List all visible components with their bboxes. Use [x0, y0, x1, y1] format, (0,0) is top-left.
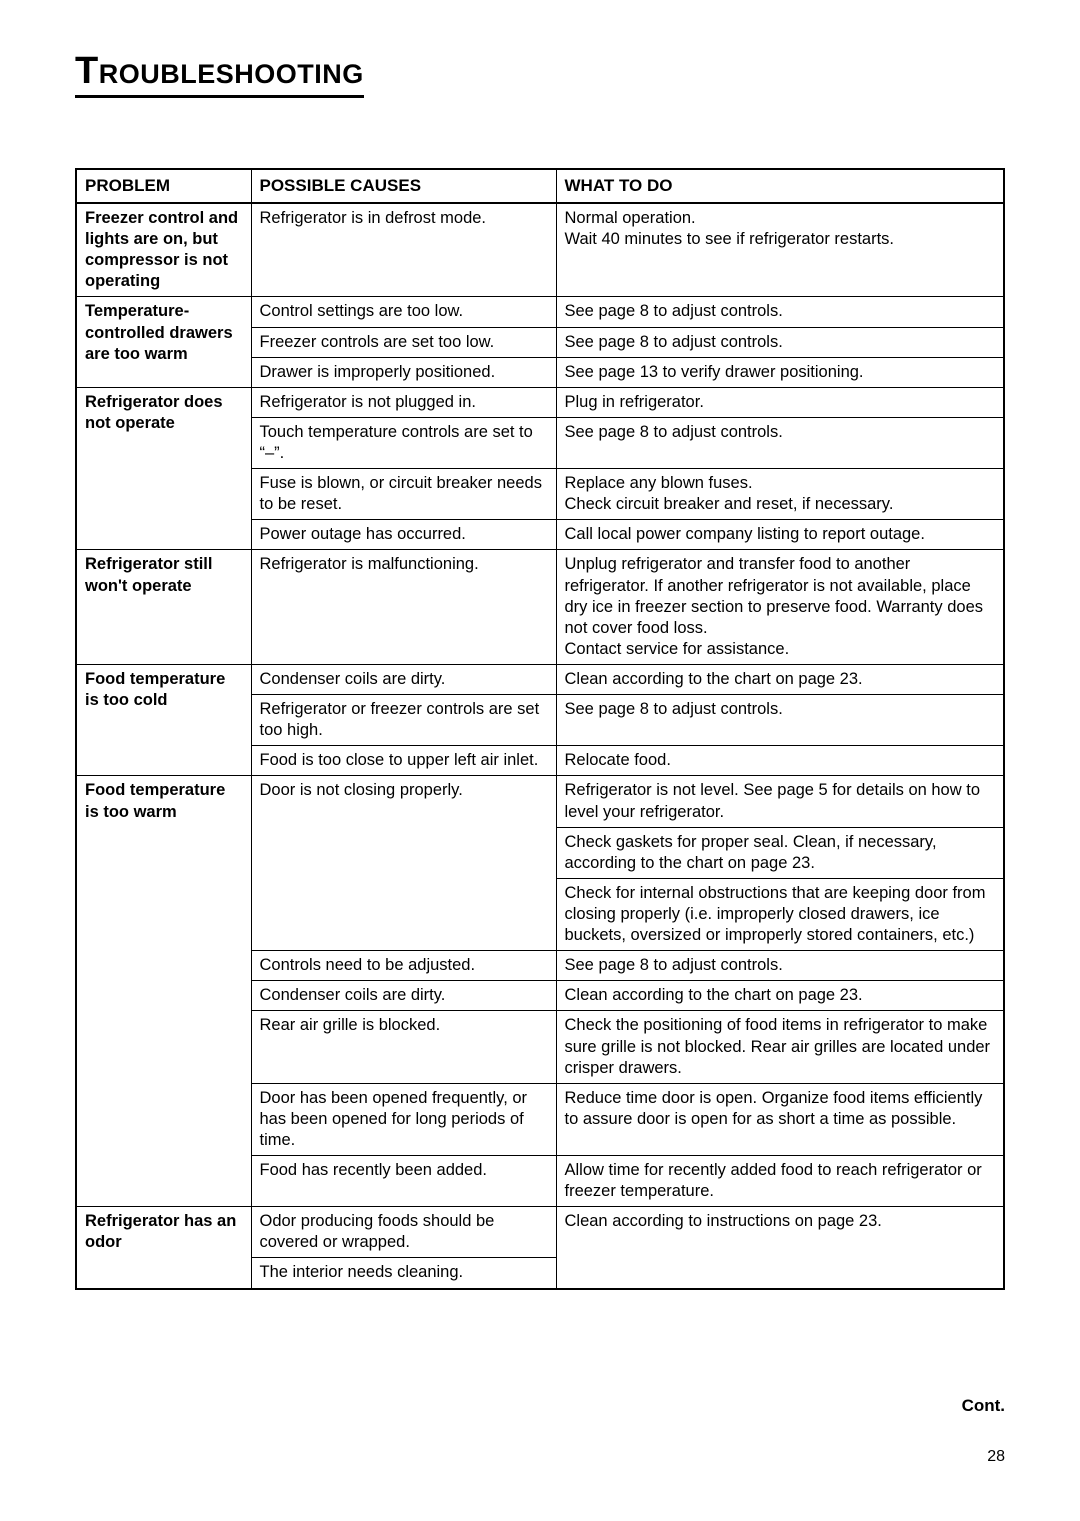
cause-cell: Food has recently been added. [251, 1156, 556, 1207]
cause-cell: Refrigerator or freezer controls are set… [251, 695, 556, 746]
cause-cell: Drawer is improperly positioned. [251, 357, 556, 387]
problem-cell: Freezer control and lights are on, but c… [76, 203, 251, 297]
whattodo-cell: Normal operation.Wait 40 minutes to see … [556, 203, 1004, 297]
table-row: Refrigerator still won't operateRefriger… [76, 550, 1004, 665]
header-causes: POSSIBLE CAUSES [251, 169, 556, 203]
cause-cell: The interior needs cleaning. [251, 1258, 556, 1289]
page-number: 28 [987, 1448, 1005, 1466]
cause-cell: Fuse is blown, or circuit breaker needs … [251, 469, 556, 520]
cause-cell: Refrigerator is malfunctioning. [251, 550, 556, 665]
whattodo-cell: See page 8 to adjust controls. [556, 297, 1004, 327]
problem-cell: Refrigerator does not operate [76, 387, 251, 550]
whattodo-cell: Clean according to instructions on page … [556, 1207, 1004, 1289]
cause-cell: Odor producing foods should be covered o… [251, 1207, 556, 1258]
page-title: Troubleshooting [75, 50, 364, 98]
cause-cell: Refrigerator is in defrost mode. [251, 203, 556, 297]
cause-cell: Power outage has occurred. [251, 520, 556, 550]
whattodo-cell: See page 8 to adjust controls. [556, 695, 1004, 746]
whattodo-cell: Call local power company listing to repo… [556, 520, 1004, 550]
whattodo-cell: See page 13 to verify drawer positioning… [556, 357, 1004, 387]
table-row: Refrigerator has an odorOdor producing f… [76, 1207, 1004, 1258]
table-row: Temperature-controlled drawers are too w… [76, 297, 1004, 327]
whattodo-cell: Relocate food. [556, 746, 1004, 776]
problem-cell: Food temperature is too warm [76, 776, 251, 1207]
problem-cell: Refrigerator still won't operate [76, 550, 251, 665]
whattodo-cell: Reduce time door is open. Organize food … [556, 1083, 1004, 1155]
whattodo-cell: See page 8 to adjust controls. [556, 951, 1004, 981]
whattodo-cell: Allow time for recently added food to re… [556, 1156, 1004, 1207]
whattodo-cell: Replace any blown fuses.Check circuit br… [556, 469, 1004, 520]
cause-cell: Refrigerator is not plugged in. [251, 387, 556, 417]
continued-label: Cont. [962, 1396, 1005, 1416]
header-problem: PROBLEM [76, 169, 251, 203]
cause-cell: Rear air grille is blocked. [251, 1011, 556, 1083]
whattodo-cell: Refrigerator is not level. See page 5 fo… [556, 776, 1004, 827]
whattodo-cell: Unplug refrigerator and transfer food to… [556, 550, 1004, 665]
table-row: Food temperature is too coldCondenser co… [76, 664, 1004, 694]
header-whattodo: WHAT TO DO [556, 169, 1004, 203]
problem-cell: Temperature-controlled drawers are too w… [76, 297, 251, 387]
cause-cell: Controls need to be adjusted. [251, 951, 556, 981]
table-row: Freezer control and lights are on, but c… [76, 203, 1004, 297]
cause-cell: Door has been opened frequently, or has … [251, 1083, 556, 1155]
whattodo-cell: Check the positioning of food items in r… [556, 1011, 1004, 1083]
cause-cell: Touch temperature controls are set to “–… [251, 417, 556, 468]
table-row: Food temperature is too warmDoor is not … [76, 776, 1004, 827]
cause-cell: Condenser coils are dirty. [251, 981, 556, 1011]
problem-cell: Food temperature is too cold [76, 664, 251, 775]
problem-cell: Refrigerator has an odor [76, 1207, 251, 1289]
whattodo-cell: Clean according to the chart on page 23. [556, 981, 1004, 1011]
table-header-row: PROBLEM POSSIBLE CAUSES WHAT TO DO [76, 169, 1004, 203]
cause-cell: Freezer controls are set too low. [251, 327, 556, 357]
cause-cell: Control settings are too low. [251, 297, 556, 327]
whattodo-cell: See page 8 to adjust controls. [556, 417, 1004, 468]
whattodo-cell: Check gaskets for proper seal. Clean, if… [556, 827, 1004, 878]
whattodo-cell: Clean according to the chart on page 23. [556, 664, 1004, 694]
whattodo-cell: Check for internal obstructions that are… [556, 878, 1004, 950]
cause-cell: Door is not closing properly. [251, 776, 556, 951]
whattodo-cell: Plug in refrigerator. [556, 387, 1004, 417]
whattodo-cell: See page 8 to adjust controls. [556, 327, 1004, 357]
cause-cell: Food is too close to upper left air inle… [251, 746, 556, 776]
table-row: Refrigerator does not operateRefrigerato… [76, 387, 1004, 417]
cause-cell: Condenser coils are dirty. [251, 664, 556, 694]
troubleshooting-table: PROBLEM POSSIBLE CAUSES WHAT TO DO Freez… [75, 168, 1005, 1290]
